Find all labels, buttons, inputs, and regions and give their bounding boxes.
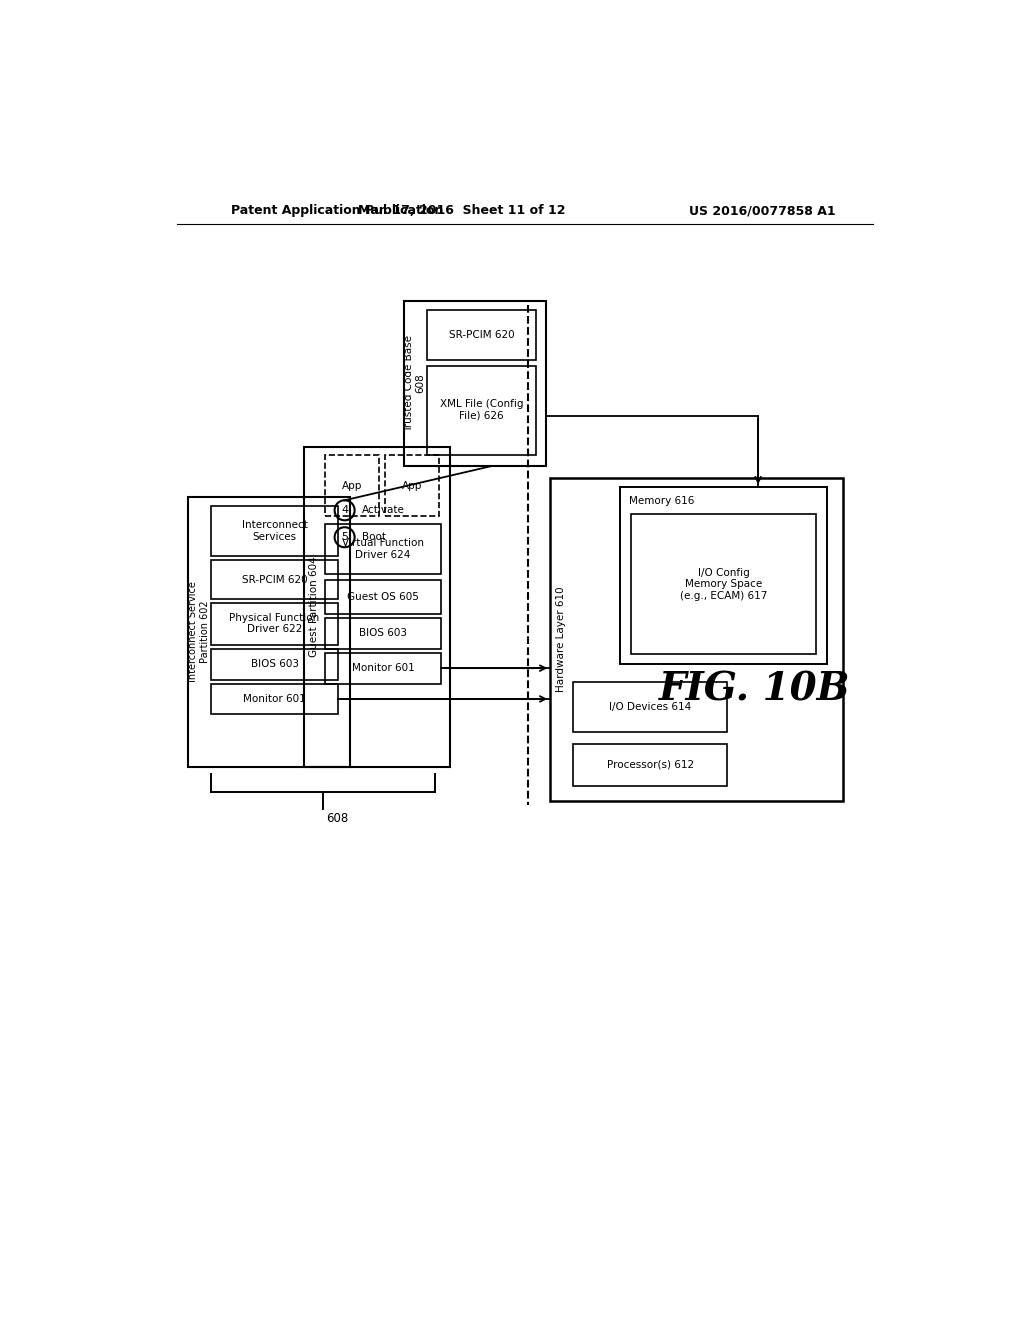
Text: App: App xyxy=(402,480,423,491)
Bar xyxy=(326,579,441,614)
Text: Patent Application Publication: Patent Application Publication xyxy=(230,205,443,218)
Text: App: App xyxy=(342,480,362,491)
Bar xyxy=(573,743,727,785)
Text: BIOS 603: BIOS 603 xyxy=(359,628,408,639)
Text: I/O Config
Memory Space
(e.g., ECAM) 617: I/O Config Memory Space (e.g., ECAM) 617 xyxy=(680,568,767,601)
Bar xyxy=(326,618,441,649)
Text: BIOS 603: BIOS 603 xyxy=(251,659,299,669)
Text: Physical Function
Driver 622: Physical Function Driver 622 xyxy=(229,612,319,635)
Bar xyxy=(211,507,339,557)
Text: Interconnect
Services: Interconnect Services xyxy=(242,520,307,543)
Bar xyxy=(326,524,441,574)
Text: Trusted Code Base
608: Trusted Code Base 608 xyxy=(403,335,426,432)
Bar xyxy=(211,684,339,714)
Bar xyxy=(326,455,379,516)
Text: FIG. 10B: FIG. 10B xyxy=(658,671,850,709)
Bar xyxy=(385,455,439,516)
Text: Interconnect Service
Partition 602: Interconnect Service Partition 602 xyxy=(188,582,210,682)
Text: 608: 608 xyxy=(326,812,348,825)
Text: Guest OS 605: Guest OS 605 xyxy=(347,591,419,602)
Text: Guest Partition 604: Guest Partition 604 xyxy=(309,556,318,657)
Bar xyxy=(211,561,339,599)
Text: XML File (Config
File) 626: XML File (Config File) 626 xyxy=(440,400,523,421)
Bar xyxy=(403,301,547,466)
Text: Memory 616: Memory 616 xyxy=(629,496,694,506)
Text: SR-PCIM 620: SR-PCIM 620 xyxy=(449,330,514,339)
Text: Monitor 601: Monitor 601 xyxy=(352,663,415,673)
Bar xyxy=(550,478,843,801)
Text: Activate: Activate xyxy=(361,506,404,515)
Bar xyxy=(620,487,827,664)
Text: I/O Devices 614: I/O Devices 614 xyxy=(609,702,691,711)
Text: 4: 4 xyxy=(341,506,348,515)
Text: US 2016/0077858 A1: US 2016/0077858 A1 xyxy=(689,205,836,218)
Text: SR-PCIM 620: SR-PCIM 620 xyxy=(242,574,307,585)
Bar xyxy=(631,513,816,655)
Bar xyxy=(573,682,727,733)
Bar xyxy=(304,447,451,767)
Text: 5: 5 xyxy=(341,532,348,543)
Text: Hardware Layer 610: Hardware Layer 610 xyxy=(556,587,566,693)
Text: Processor(s) 612: Processor(s) 612 xyxy=(607,759,694,770)
Bar xyxy=(427,310,537,360)
Text: Boot: Boot xyxy=(361,532,386,543)
Text: Monitor 601: Monitor 601 xyxy=(243,694,306,704)
Text: Mar. 17, 2016  Sheet 11 of 12: Mar. 17, 2016 Sheet 11 of 12 xyxy=(358,205,565,218)
Bar xyxy=(188,498,350,767)
Bar xyxy=(211,603,339,645)
Bar xyxy=(211,649,339,680)
Bar xyxy=(326,653,441,684)
Bar xyxy=(427,367,537,455)
Text: Virtual Function
Driver 624: Virtual Function Driver 624 xyxy=(342,539,424,560)
